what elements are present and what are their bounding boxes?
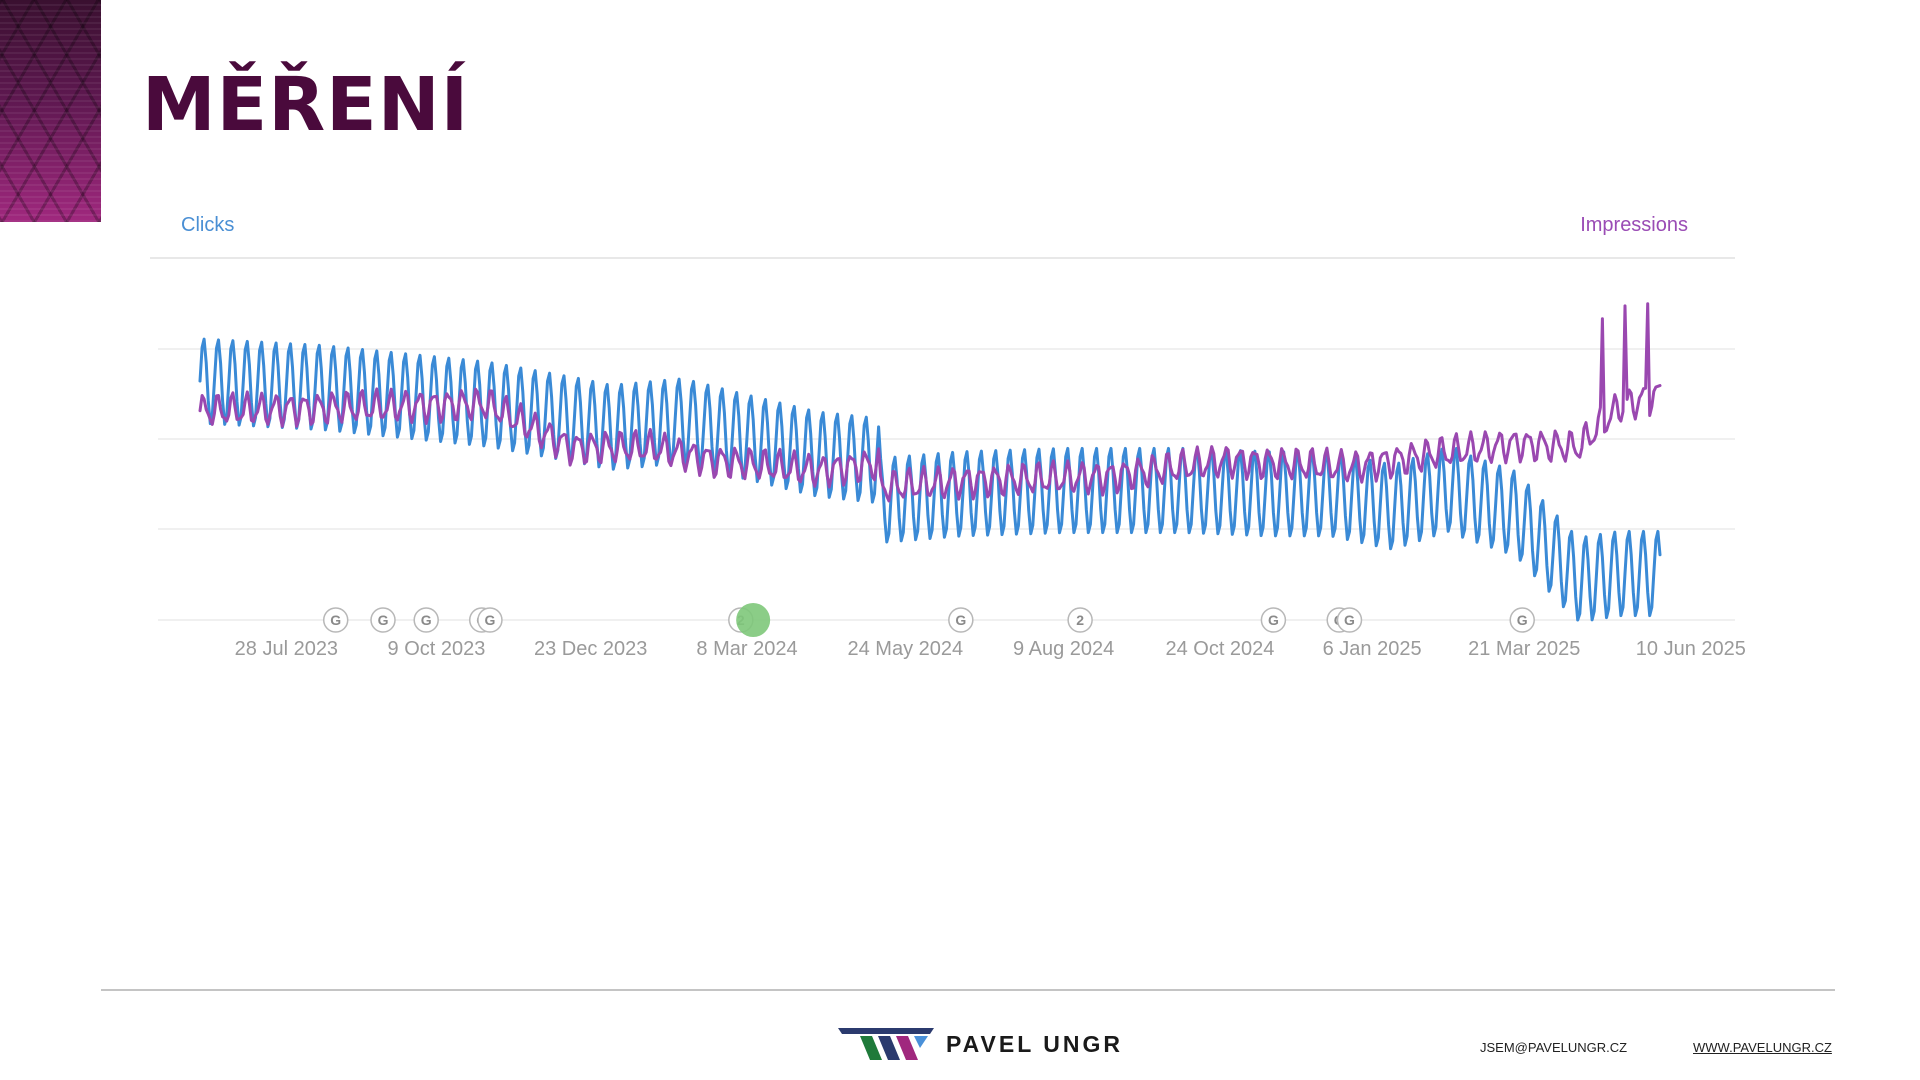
website-link[interactable]: WWW.PAVELUNGR.CZ: [1693, 1040, 1832, 1055]
annotation-label-4: G: [484, 612, 495, 628]
annotation-marker-2: [413, 607, 439, 633]
annotation-marker-6: [948, 607, 974, 633]
x-tick-label-1: 9 Oct 2023: [388, 638, 486, 660]
x-tick-label-7: 6 Jan 2025: [1323, 638, 1422, 660]
annotation-marker-7: [1067, 607, 1093, 633]
brand-mark-icon: [838, 1028, 934, 1060]
x-tick-label-5: 9 Aug 2024: [1013, 638, 1114, 660]
annotation-label-11: G: [1517, 612, 1528, 628]
annotation-marker-1: [370, 607, 396, 633]
annotation-marker-0: [322, 607, 349, 633]
decorative-corner-pattern: [0, 0, 101, 222]
x-tick-label-3: 8 Mar 2024: [696, 638, 797, 660]
annotation-label-10: G: [1344, 612, 1355, 628]
annotation-label-2: G: [421, 612, 432, 628]
annotation-marker-8: [1260, 607, 1287, 633]
legend-clicks: Clicks: [181, 214, 235, 236]
annotation-label-7: 2: [1076, 612, 1084, 628]
highlight-marker: [736, 603, 771, 637]
x-tick-label-2: 23 Dec 2023: [534, 638, 647, 660]
brand-logo: PAVEL UNGR: [838, 1026, 1123, 1062]
x-tick-label-4: 24 May 2024: [848, 638, 964, 660]
x-tick-label-0: 28 Jul 2023: [235, 638, 338, 660]
annotation-label-6: G: [955, 612, 966, 628]
annotation-marker-4: [477, 607, 503, 633]
footer-divider: [101, 989, 1835, 991]
annotation-label-0: G: [330, 612, 341, 628]
series-line-clicks: [198, 337, 1662, 622]
series-line-impressions: [198, 302, 1662, 503]
annotation-label-8: G: [1268, 612, 1279, 628]
x-tick-label-8: 21 Mar 2025: [1468, 638, 1580, 660]
contact-email[interactable]: JSEM@PAVELUNGR.CZ: [1480, 1040, 1628, 1055]
page-title: MĚŘENÍ: [142, 62, 470, 148]
legend-impressions: Impressions: [1580, 214, 1688, 236]
brand-name: PAVEL UNGR: [946, 1030, 1123, 1057]
annotation-marker-10: [1336, 607, 1363, 633]
x-tick-label-9: 10 Jun 2025: [1636, 638, 1746, 660]
annotation-label-1: G: [378, 612, 389, 628]
annotation-marker-11: [1509, 607, 1535, 633]
x-tick-label-6: 24 Oct 2024: [1165, 638, 1274, 660]
